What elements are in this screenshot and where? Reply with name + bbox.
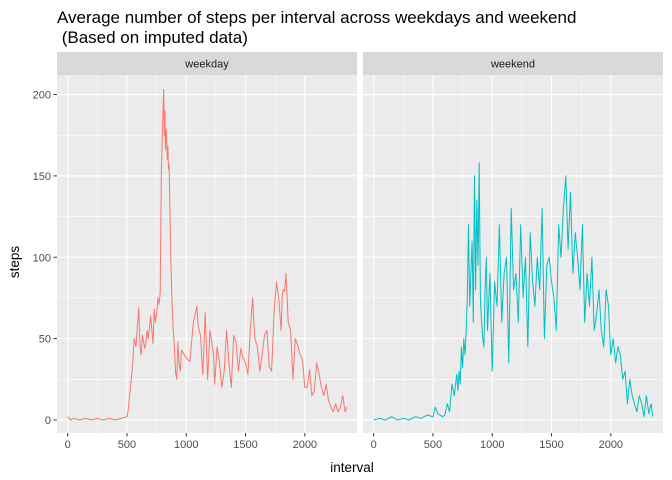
x-tick-label: 1500 — [539, 439, 563, 451]
y-tick-label: 200 — [33, 90, 51, 102]
strip-weekend — [363, 52, 663, 75]
x-tick-label: 0 — [65, 439, 71, 451]
y-tick-label: 0 — [45, 415, 51, 427]
x-tick-label: 2000 — [599, 439, 623, 451]
strip-weekday — [57, 52, 357, 75]
x-tick-label: 1000 — [480, 439, 504, 451]
x-axis-title: interval — [330, 460, 374, 475]
series-line-weekday — [67, 89, 348, 421]
x-tick-label: 1000 — [174, 439, 198, 451]
x-tick-label: 0 — [371, 439, 377, 451]
panel-weekend: weekend 0 500 1000 1500 2000 — [363, 52, 663, 451]
panel-weekday: weekday 0 500 1000 1500 2000 0 50 100 150 200 — [33, 52, 357, 451]
chart-title: Average number of steps per interval acr… — [57, 8, 577, 47]
y-axis-title: steps — [7, 246, 22, 279]
strip-label-weekend: weekend — [490, 59, 535, 71]
series-line-weekend — [373, 162, 654, 421]
x-tick-label: 2000 — [293, 439, 317, 451]
y-tick-label: 150 — [33, 171, 51, 183]
strip-label-weekday: weekday — [184, 59, 229, 71]
x-tick-label: 500 — [424, 439, 442, 451]
x-tick-label: 500 — [118, 439, 136, 451]
y-tick-label: 50 — [39, 334, 51, 346]
y-tick-label: 100 — [33, 252, 51, 264]
x-tick-label: 1500 — [233, 439, 257, 451]
